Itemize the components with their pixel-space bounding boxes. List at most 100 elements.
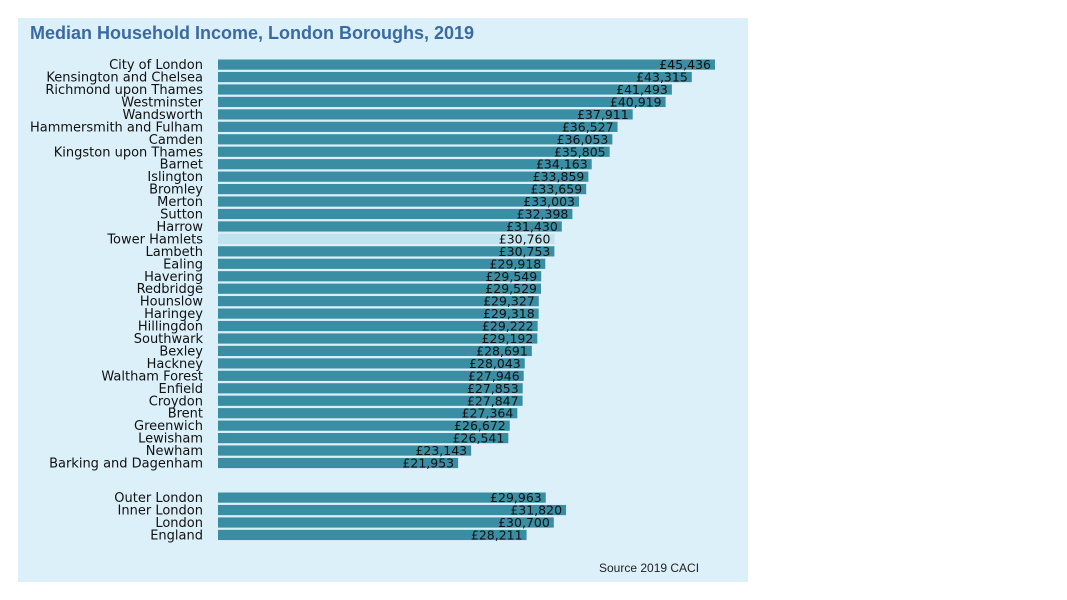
bar-redbridge (218, 283, 541, 294)
bar-barking-and-dagenham (218, 457, 459, 469)
category-label-brent: Brent (168, 407, 203, 422)
category-label-ealing: Ealing (163, 257, 203, 272)
value-label-england: £28,211 (471, 527, 523, 542)
category-label-barnet: Barnet (160, 158, 203, 173)
category-label-tower-hamlets: Tower Hamlets (106, 232, 203, 247)
category-label-england: England (150, 528, 203, 543)
bar-westminster (218, 96, 666, 108)
value-label-tower-hamlets: £30,760 (499, 231, 551, 246)
bar-inner-london (218, 504, 567, 516)
bar-waltham-forest (218, 370, 524, 381)
value-label-bexley: £28,691 (476, 343, 528, 358)
category-label-harrow: Harrow (156, 220, 203, 235)
bar-sutton (218, 208, 573, 220)
bar-brent (218, 408, 518, 419)
bar-england (218, 529, 527, 541)
bar-tower-hamlets (218, 233, 555, 244)
category-label-camden: Camden (149, 133, 203, 148)
value-label-barking-and-dagenham: £21,953 (402, 456, 454, 471)
value-label-havering: £29,549 (486, 269, 538, 284)
chart-title: Median Household Income, London Boroughs… (30, 23, 475, 43)
category-label-lambeth: Lambeth (146, 245, 203, 260)
category-label-bromley: Bromley (149, 183, 203, 198)
category-label-waltham-forest: Waltham Forest (101, 369, 203, 384)
category-label-redbridge: Redbridge (137, 282, 203, 297)
source-note: Source 2019 CACI (599, 561, 700, 575)
value-label-lewisham: £26,541 (453, 431, 505, 446)
bar-havering (218, 271, 542, 282)
category-label-kingston-upon-thames: Kingston upon Thames (54, 145, 203, 160)
category-label-haringey: Haringey (144, 307, 203, 322)
bar-london (218, 517, 554, 528)
value-label-hillingdon: £29,222 (482, 319, 534, 334)
chart-panel: Median Household Income, London Boroughs… (18, 18, 748, 582)
value-label-bromley: £33,659 (530, 182, 582, 197)
bar-lewisham (218, 433, 509, 444)
value-label-wandsworth: £37,911 (577, 107, 629, 122)
category-label-newham: Newham (146, 444, 203, 459)
bar-hammersmith-and-fulham (218, 121, 618, 132)
value-label-sutton: £32,398 (517, 207, 569, 222)
category-label-inner-london: Inner London (118, 504, 203, 519)
value-label-westminster: £40,919 (610, 94, 662, 109)
bar-hillingdon (218, 320, 538, 332)
bar-greenwich (218, 420, 510, 431)
category-label-croydon: Croydon (149, 394, 203, 409)
value-label-harrow: £31,430 (506, 219, 558, 234)
bar-kensington-and-chelsea (218, 71, 692, 83)
category-label-hackney: Hackney (147, 357, 204, 372)
bar-lambeth (218, 246, 555, 257)
value-label-inner-london: £31,820 (510, 503, 562, 518)
bar-hackney (218, 358, 525, 369)
category-label-merton: Merton (157, 195, 203, 210)
bar-bexley (218, 345, 532, 357)
bar-ealing (218, 258, 546, 269)
value-label-ealing: £29,918 (490, 256, 542, 271)
value-label-merton: £33,003 (523, 194, 575, 209)
bar-haringey (218, 308, 539, 319)
value-label-brent: £27,364 (462, 406, 514, 421)
category-label-greenwich: Greenwich (134, 419, 203, 434)
category-label-hounslow: Hounslow (140, 295, 204, 310)
bar-croydon (218, 395, 523, 406)
bar-city-of-london (218, 59, 715, 70)
bar-wandsworth (218, 109, 633, 120)
bar-camden (218, 134, 613, 145)
category-label-enfield: Enfield (158, 382, 203, 397)
category-label-hillingdon: Hillingdon (138, 320, 203, 335)
bar-harrow (218, 221, 562, 232)
category-label-london: London (155, 516, 203, 531)
value-label-kensington-and-chelsea: £43,315 (636, 70, 688, 85)
value-label-richmond-upon-thames: £41,493 (616, 82, 668, 97)
category-label-city-of-london: City of London (109, 58, 203, 73)
category-label-westminster: Westminster (121, 95, 203, 110)
value-label-hounslow: £29,327 (483, 294, 535, 309)
category-label-lewisham: Lewisham (138, 432, 203, 447)
value-label-outer-london: £29,963 (490, 490, 542, 505)
value-label-redbridge: £29,529 (485, 281, 537, 296)
category-label-kensington-and-chelsea: Kensington and Chelsea (46, 71, 203, 86)
bar-southwark (218, 333, 538, 344)
value-label-hammersmith-and-fulham: £36,527 (562, 119, 614, 134)
value-label-enfield: £27,853 (467, 381, 519, 396)
value-label-waltham-forest: £27,946 (468, 368, 520, 383)
value-label-newham: £23,143 (415, 443, 467, 458)
category-label-southwark: Southwark (134, 332, 204, 347)
bar-chart: City of London £45,436 Kensington and Chel… (30, 57, 715, 543)
category-label-sutton: Sutton (160, 208, 203, 223)
value-label-haringey: £29,318 (483, 306, 535, 321)
value-label-southwark: £29,192 (482, 331, 534, 346)
bar-kingston-upon-thames (218, 146, 610, 157)
value-label-croydon: £27,847 (467, 393, 519, 408)
value-label-city-of-london: £45,436 (659, 57, 711, 72)
bar-newham (218, 445, 472, 456)
category-label-outer-london: Outer London (114, 491, 203, 506)
value-label-hackney: £28,043 (469, 356, 521, 371)
value-label-barnet: £34,163 (536, 157, 588, 172)
bar-merton (218, 196, 579, 207)
value-label-lambeth: £30,753 (499, 244, 551, 259)
category-label-hammersmith-and-fulham: Hammersmith and Fulham (30, 120, 203, 135)
bar-richmond-upon-thames (218, 84, 672, 95)
value-label-london: £30,700 (498, 515, 550, 530)
category-label-richmond-upon-thames: Richmond upon Thames (45, 83, 203, 98)
